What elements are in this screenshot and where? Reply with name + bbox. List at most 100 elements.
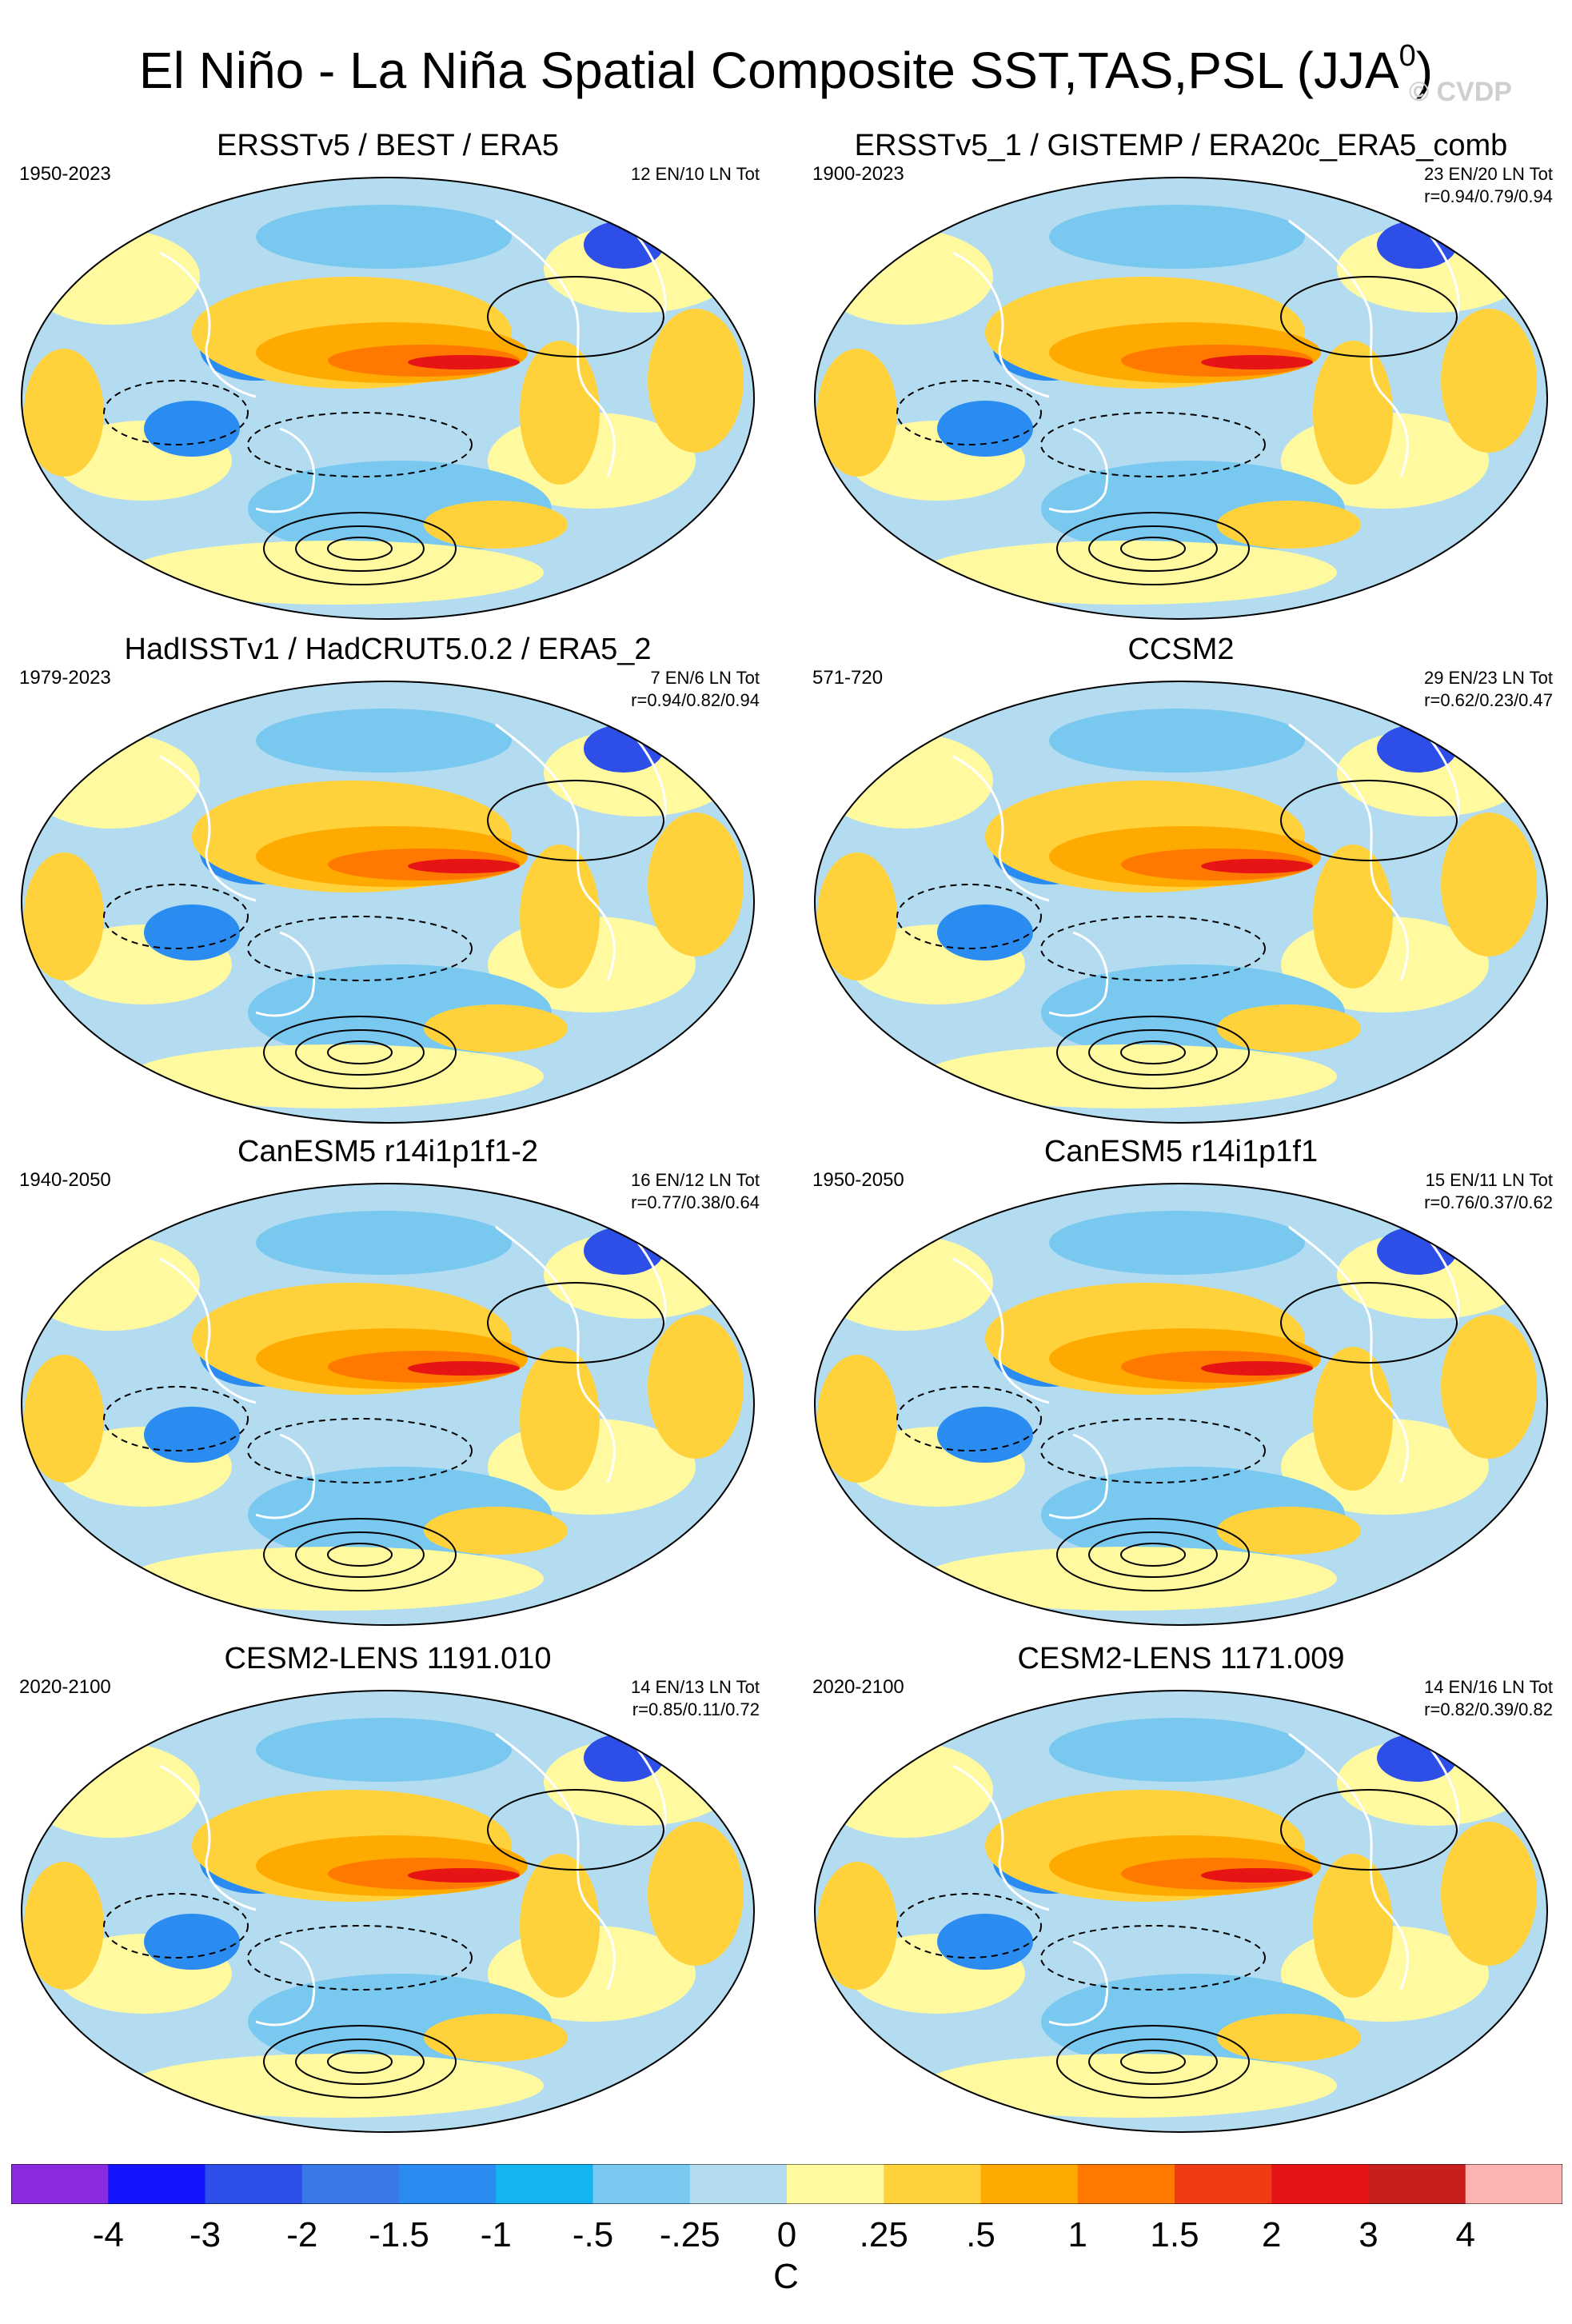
panel-title: CCSM2 bbox=[1127, 633, 1235, 666]
map-panel: CanESM5 r14i1p1f1 1950-2050 15 EN/11 LN To… bbox=[809, 1134, 1553, 1630]
panel-years: 1979-2023 bbox=[19, 667, 111, 689]
anomaly-region bbox=[256, 205, 512, 269]
anomaly-region bbox=[520, 341, 600, 485]
coastline bbox=[159, 1257, 257, 1404]
anomaly-region bbox=[424, 1507, 568, 1555]
anomaly-region bbox=[1049, 205, 1305, 269]
panel-years: 2020-2100 bbox=[19, 1676, 111, 1698]
anomaly-region bbox=[1049, 709, 1305, 773]
panel-years: 1940-2050 bbox=[19, 1169, 111, 1191]
psl-contour-negative bbox=[1040, 412, 1266, 477]
panel-years: 571-720 bbox=[812, 667, 884, 689]
colorbar-unit: C bbox=[773, 2257, 799, 2296]
coastline bbox=[1048, 1940, 1109, 2027]
psl-contour-positive bbox=[487, 276, 664, 357]
panel-correlation: r=0.77/0.38/0.64 bbox=[631, 1192, 760, 1212]
panel-correlation: r=0.94/0.79/0.94 bbox=[1424, 186, 1553, 206]
figure-title-superscript: 0 bbox=[1398, 39, 1416, 73]
panel-event-count: 14 EN/13 LN Tot bbox=[630, 1677, 760, 1697]
coastline bbox=[255, 1940, 316, 2027]
panel-stats: 14 EN/13 LN Tot r=0.85/0.11/0.72 bbox=[631, 1676, 760, 1721]
anomaly-region bbox=[24, 349, 104, 477]
psl-contour-positive bbox=[1056, 2025, 1250, 2098]
psl-contour-positive bbox=[1120, 1040, 1186, 1064]
psl-contour-positive bbox=[1280, 1282, 1458, 1364]
colorbar-segment bbox=[399, 2164, 497, 2204]
anomaly-region bbox=[1441, 813, 1537, 956]
coastline bbox=[1048, 427, 1109, 513]
colorbar-segment bbox=[1271, 2164, 1369, 2204]
panel-stats: 16 EN/12 LN Tot r=0.77/0.38/0.64 bbox=[631, 1169, 760, 1214]
panel-event-count: 15 EN/11 LN Tot bbox=[1425, 1170, 1553, 1190]
robinson-map bbox=[814, 177, 1548, 620]
map-panel: CanESM5 r14i1p1f1-2 1940-2050 16 EN/12 LN … bbox=[16, 1134, 760, 1630]
colorbar-tick-label: -2 bbox=[286, 2215, 318, 2254]
anomaly-region bbox=[1217, 501, 1361, 549]
anomaly-region bbox=[256, 709, 512, 773]
map-panel: CESM2-LENS 1191.010 2020-2100 14 EN/13 LN … bbox=[16, 1641, 760, 2137]
psl-contour-positive bbox=[1056, 512, 1250, 585]
colorbar-segment bbox=[1077, 2164, 1175, 2204]
psl-contour-positive bbox=[1120, 537, 1186, 561]
psl-contour-negative bbox=[896, 884, 1042, 949]
psl-contour-positive bbox=[487, 1789, 664, 1871]
anomaly-region bbox=[408, 355, 520, 369]
psl-contour-positive bbox=[327, 1040, 393, 1064]
colorbar-tick-label: 3 bbox=[1359, 2215, 1378, 2254]
anomaly-region bbox=[408, 859, 520, 873]
panel-stats: 12 EN/10 LN Tot bbox=[631, 163, 760, 186]
psl-contour-positive bbox=[487, 1282, 664, 1364]
robinson-map bbox=[21, 177, 755, 620]
robinson-map bbox=[21, 1690, 755, 2133]
anomaly-region bbox=[1217, 1004, 1361, 1052]
coastline bbox=[495, 219, 616, 477]
coastline bbox=[159, 1764, 257, 1911]
panel-event-count: 23 EN/20 LN Tot bbox=[1423, 164, 1553, 184]
colorbar-segment bbox=[689, 2164, 788, 2204]
anomaly-region bbox=[408, 1361, 520, 1376]
anomaly-region bbox=[817, 853, 897, 980]
map-border bbox=[814, 1183, 1548, 1626]
panel-years: 1950-2050 bbox=[812, 1169, 904, 1191]
panel-event-count: 12 EN/10 LN Tot bbox=[630, 164, 760, 184]
panel-stats: 29 EN/23 LN Tot r=0.62/0.23/0.47 bbox=[1424, 667, 1553, 712]
anomaly-region bbox=[817, 733, 993, 829]
psl-contour-negative bbox=[247, 1925, 473, 1991]
coastline bbox=[255, 931, 316, 1017]
map-border bbox=[814, 1690, 1548, 2133]
psl-contour-positive bbox=[1088, 1029, 1218, 1076]
anomaly-region bbox=[1201, 859, 1313, 873]
panel-title: ERSSTv5_1 / GISTEMP / ERA20c_ERA5_comb bbox=[854, 129, 1508, 162]
psl-contour-negative bbox=[103, 380, 249, 445]
coastline bbox=[159, 251, 257, 398]
anomaly-region bbox=[1049, 1718, 1305, 1782]
colorbar-tick-label: -1.5 bbox=[369, 2215, 429, 2254]
anomaly-region bbox=[24, 229, 200, 325]
panel-stats: 14 EN/16 LN Tot r=0.82/0.39/0.82 bbox=[1424, 1676, 1553, 1721]
map-panel: CCSM2 571-720 29 EN/23 LN Tot r=0.62/0.23/0… bbox=[809, 632, 1553, 1128]
psl-contour-negative bbox=[247, 412, 473, 477]
anomaly-region bbox=[256, 1718, 512, 1782]
colorbar-segment bbox=[1465, 2164, 1562, 2204]
psl-contour-positive bbox=[295, 525, 425, 572]
coastline bbox=[952, 755, 1050, 902]
anomaly-region bbox=[817, 1862, 897, 1990]
psl-contour-positive bbox=[263, 1016, 457, 1089]
anomaly-region bbox=[128, 1547, 544, 1611]
psl-contour-positive bbox=[1280, 780, 1458, 861]
psl-contour-positive bbox=[1120, 1543, 1186, 1567]
colorbar-tick-label: 0 bbox=[776, 2215, 797, 2254]
anomaly-region bbox=[24, 853, 104, 980]
psl-contour-positive bbox=[1088, 525, 1218, 572]
anomaly-region bbox=[1441, 309, 1537, 453]
panel-stats: 7 EN/6 LN Tot r=0.94/0.82/0.94 bbox=[631, 667, 760, 712]
figure-title-close: ) bbox=[1415, 42, 1434, 99]
colorbar-tick-label: -1 bbox=[480, 2215, 512, 2254]
anomaly-region bbox=[937, 904, 1033, 960]
psl-contour-positive bbox=[295, 2038, 425, 2085]
anomaly-region bbox=[424, 2014, 568, 2062]
colorbar-tick-label: 4 bbox=[1455, 2215, 1475, 2254]
colorbar-tick-label: -.5 bbox=[572, 2215, 614, 2254]
panel-correlation: r=0.85/0.11/0.72 bbox=[632, 1699, 760, 1719]
colorbar-segment bbox=[1175, 2164, 1272, 2204]
